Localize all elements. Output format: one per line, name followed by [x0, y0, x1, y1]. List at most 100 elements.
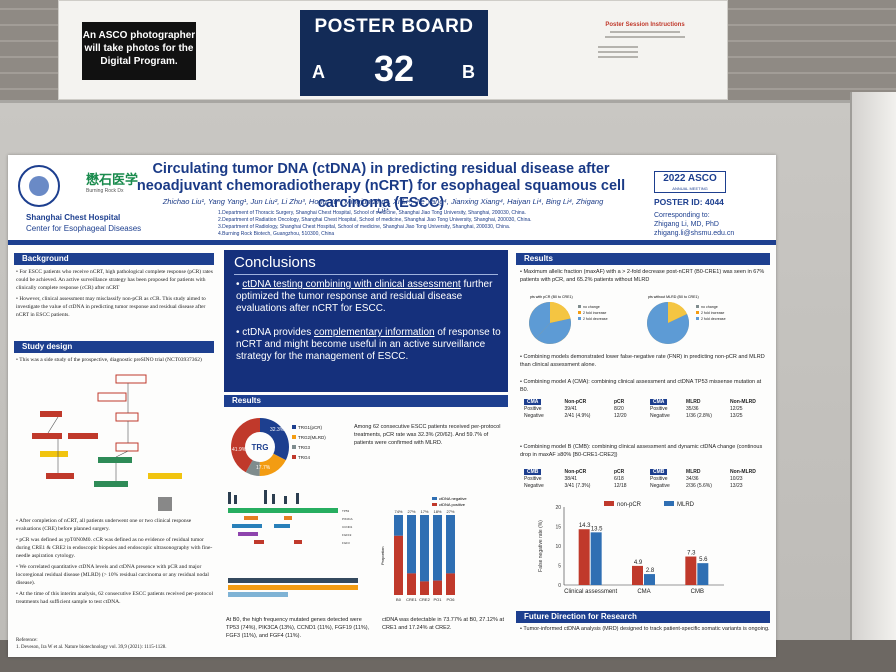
conclusions-box: Conclusions • ctDNA testing combining wi… [224, 250, 508, 392]
trg-pct-trg4: 41.9% [232, 447, 247, 453]
conclusion-1: • ctDNA testing combining with clinical … [236, 279, 493, 314]
conclusion-2: • ctDNA provides complementary informati… [236, 327, 501, 362]
legend-label: non-pCR [617, 502, 642, 508]
stacked-bar-category: PO6 [446, 597, 455, 602]
table-cmb-pcr: CMB Non-pCR pCR Positive 38/41 6/18 Negative… [524, 468, 627, 489]
study-design-bullets: • After completion of nCRT, all patients… [16, 518, 214, 605]
hospital-logo-icon [18, 165, 60, 207]
trg-center-label: TRG [252, 443, 269, 452]
instructions-title: Poster Session Instructions [605, 22, 685, 28]
reference: Reference: 1. Deveson, Ira W et al. Natu… [16, 638, 167, 650]
stacked-bar-negative [446, 515, 455, 574]
bar-value-label: 4.9 [634, 560, 643, 566]
stacked-bar-positive [433, 580, 442, 595]
mutation-oncoplot: TP53 PIK3CA CCND1 FGF19 FGF3 [228, 490, 358, 597]
author-list: Zhichao Liu¹, Yang Yang¹, Jun Liu², Li Z… [162, 197, 604, 215]
ctdna-detection-stacked-bars: ctDNA negative ctDNA positive Proportion… [380, 496, 467, 602]
svg-text:no change: no change [701, 305, 718, 309]
poster: 懋石医学 Burning Rock Dx Shanghai Chest Hosp… [8, 155, 776, 657]
table-cma-pcr: CMA Non-pCR pCR Positive 39/41 8/20 Negative… [524, 398, 627, 419]
stacked-bar-positive [394, 535, 403, 595]
legend-swatch [604, 501, 614, 506]
svg-text:2 fold decrease: 2 fold decrease [701, 317, 726, 321]
bar-non-pcr [632, 565, 643, 585]
bar-value-label: 13.5 [591, 526, 603, 532]
trg-legend-4: TRG4 [298, 455, 310, 460]
y-axis-label: False negative rate (%) [538, 520, 544, 572]
x-tick-label: Clinical assessment [564, 589, 617, 595]
svg-text:FGF3: FGF3 [342, 541, 350, 545]
y-tick-label: 15 [555, 525, 561, 531]
poster-header: 懋石医学 Burning Rock Dx Shanghai Chest Hosp… [8, 155, 776, 245]
bar-value-label: 14.3 [579, 523, 591, 529]
trg-legend-3: TRG3 [298, 445, 310, 450]
stacked-bar-negative [420, 515, 429, 582]
stacked-bar-category: CRE2 [419, 597, 430, 602]
table-cma-mlrd: CMA MLRD Non-MLRD Positive 35/36 12/25 Negat… [650, 398, 756, 419]
study-design-intro: • This was a side study of the prospecti… [16, 357, 202, 363]
detect-text: ctDNA was detectable in 73.77% at B0, 27… [382, 617, 504, 631]
side-a-label: A [312, 62, 325, 82]
svg-text:no change: no change [583, 305, 600, 309]
trg-pct-trg2: 17.7% [256, 465, 271, 471]
pie1-title: pts with pCR (B0 to CRE1) [530, 295, 573, 299]
legend-label: MLRD [677, 502, 695, 508]
legend-swatch [664, 501, 674, 506]
stacked-bar-top-label: 74% [394, 509, 402, 514]
x-tick-label: CMB [691, 589, 704, 595]
future-direction-text: • Tumor-informed ctDNA analysis (MRD) de… [520, 626, 770, 632]
poster-board-number-sign: POSTER BOARD A 32 B [300, 10, 488, 96]
adjacent-board-panel [850, 92, 896, 672]
y-tick-label: 0 [558, 583, 561, 589]
background-text: • For ESCC patients who receive nCRT, hi… [16, 269, 213, 318]
x-tick-label: CMA [637, 589, 650, 595]
bar-mlrd [590, 532, 602, 585]
poster-board-label: POSTER BOARD [314, 16, 474, 37]
hospital-name-block: Shanghai Chest Hospital Center for Esoph… [26, 213, 196, 233]
stacked-bar-category: B0 [396, 597, 402, 602]
pie-pcr [529, 302, 571, 344]
y-tick-label: 20 [555, 505, 561, 511]
bar-mlrd [644, 574, 655, 585]
stacked-bar-positive [407, 573, 416, 595]
background-heading: Background [14, 253, 214, 265]
stacked-bar-negative [433, 515, 442, 581]
bar-mlrd [697, 563, 709, 585]
stacked-bar-negative [407, 515, 416, 574]
poster-id: POSTER ID: 4044 [654, 197, 724, 207]
stacked-bar-category: CRE1 [406, 597, 417, 602]
cmb-description: • Combining model B (CMB): combining cli… [520, 444, 763, 458]
trg-pct-pcr: 32.3% [270, 427, 285, 433]
side-b-label: B [462, 62, 475, 82]
stacked-bar-positive [446, 573, 455, 595]
svg-text:CCND1: CCND1 [342, 525, 353, 529]
stacked-bar-top-label: 18% [433, 509, 441, 514]
fnr-bar-chart: 0 5 10 15 20 False negative rate (%) 14.313.5 C… [538, 501, 724, 595]
affiliations: 1.Department of Thoracic Surgery, Shangh… [218, 210, 532, 237]
bar-value-label: 7.3 [687, 551, 696, 557]
bar-non-pcr [578, 529, 590, 585]
center-name: Center for Esophageal Diseases [26, 224, 142, 233]
bar-legend-positive: ctDNA positive [439, 502, 466, 507]
stacked-bar-category: PO1 [433, 597, 442, 602]
mutation-text: At B0, the high frequency mutated genes … [226, 617, 370, 639]
stacked-bar-top-label: 27% [407, 509, 415, 514]
study-flowchart [32, 374, 182, 511]
trg-donut-chart: TRG 32.3% 41.9% 17.7% TRG1(pCR) TRG2(MLR… [231, 418, 326, 476]
pie2-title: pts without MLRD (B0 to CRE1) [648, 295, 699, 299]
photographer-note: An ASCO photographer will take photos fo… [82, 22, 196, 80]
bar-legend-negative: ctDNA negative [439, 496, 467, 501]
cma-description: • Combining model A (CMA): combining cli… [520, 379, 762, 393]
asco-meeting-logo: 2022 ASCO ANNUAL MEETING [654, 171, 726, 193]
stacked-bar-positive [420, 581, 429, 595]
bar-value-label: 2.8 [646, 568, 655, 574]
pie-no-mlrd [647, 302, 690, 344]
maxaf-text: • Maximum allelic fraction (maxAF) with … [520, 269, 765, 283]
maxaf-pie-charts: pts with pCR (B0 to CRE1) pts without ML… [529, 295, 726, 344]
y-tick-label: 10 [555, 544, 561, 550]
fnr-text: • Combining models demonstrated lower fa… [520, 354, 765, 368]
burning-rock-logo: 懋石医学 Burning Rock Dx [86, 172, 139, 194]
conclusions-heading: Conclusions [234, 254, 316, 271]
stacked-bar-negative [394, 515, 403, 536]
results-summary: Among 62 consecutive ESCC patients recei… [354, 424, 501, 446]
